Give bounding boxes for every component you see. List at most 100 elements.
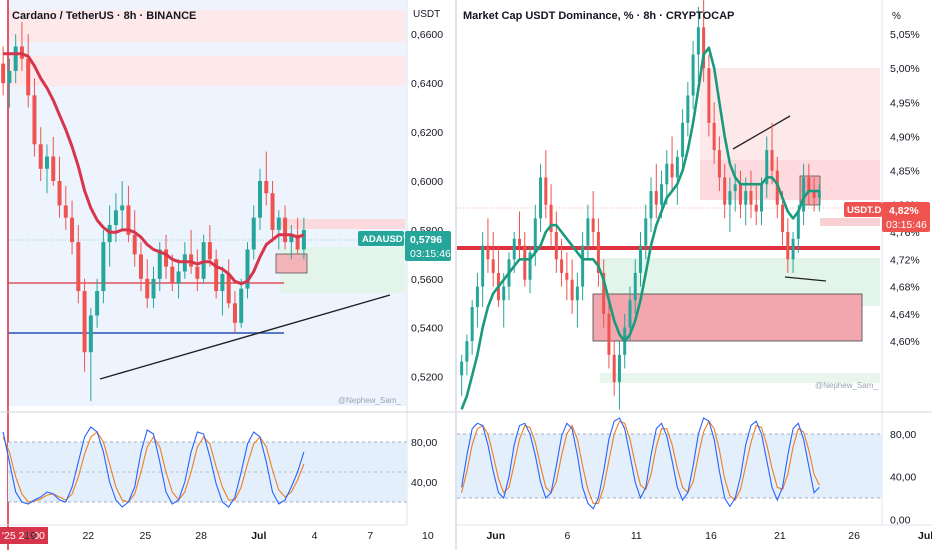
candle-body — [82, 291, 87, 353]
left-resistance-zone-top — [8, 10, 405, 42]
y-tick-label: 4,68% — [890, 282, 920, 294]
candle-body — [754, 204, 758, 212]
candle-body — [691, 54, 695, 96]
candle-body — [518, 238, 521, 246]
candle-body — [57, 180, 62, 206]
candle-body — [164, 249, 169, 267]
candle-body — [295, 234, 300, 250]
left-pane: Cardano / TetherUS · 8h · BINANCE @Nephe… — [1, 0, 407, 550]
right-stoch-band — [457, 434, 882, 498]
candle-body — [51, 156, 56, 181]
candle-body — [791, 238, 795, 260]
left-time-axis[interactable]: '25 21:00 19 22 25 28 Jul 4 7 10 — [0, 524, 434, 544]
left-y-ticks: 0,66000,64000,62000,60000,58000,56000,54… — [411, 29, 443, 384]
right-volume-box-large — [592, 293, 863, 342]
left-price-axis[interactable]: USDT 0,66000,64000,62000,60000,58000,560… — [358, 0, 451, 525]
candle-body — [702, 27, 706, 69]
candle-body — [707, 68, 711, 123]
left-chart-title: Cardano / TetherUS · 8h · BINANCE — [12, 10, 196, 22]
y-tick-label: 4,85% — [890, 166, 920, 178]
right-demand-zone-low — [600, 373, 880, 383]
candle-body — [770, 150, 774, 171]
candle-body — [723, 177, 727, 205]
candle-body — [633, 272, 637, 301]
candle-body — [712, 122, 716, 151]
candle-body — [575, 286, 579, 301]
y-tick-label: 5,05% — [890, 29, 920, 41]
candle-body — [214, 259, 219, 292]
candle-body — [88, 315, 93, 353]
x-tick-label: 16 — [705, 530, 717, 542]
candle-body — [481, 245, 485, 287]
candle-body — [570, 279, 574, 301]
right-time-axis[interactable]: Jun611162126Jul611 — [457, 524, 932, 542]
candle-body — [63, 205, 68, 218]
candle-body — [232, 303, 237, 323]
right-supply-zone-inner — [700, 160, 880, 200]
candle-body — [1, 63, 6, 84]
candle-body — [807, 177, 811, 192]
left-resistance-zone-upper — [8, 56, 405, 86]
y-tick-label: 4,95% — [890, 97, 920, 109]
candle-body — [802, 177, 806, 212]
candle-body — [744, 191, 748, 205]
x-tick-label: 28 — [195, 530, 207, 542]
right-price-axis[interactable]: % 5,05%5,00%4,95%4,90%4,85%4,80%4,76%4,7… — [844, 0, 930, 525]
left-symbol-tag — [358, 231, 404, 246]
x-tick-label: Jul — [918, 530, 932, 542]
candle-body — [796, 211, 800, 239]
y-tick-label: 5,00% — [890, 63, 920, 75]
candle-body — [226, 273, 231, 304]
right-stoch-pane: 80,00 40,00 0,00 — [457, 411, 932, 526]
candle-body — [512, 238, 516, 260]
candle-body — [528, 252, 532, 280]
right-watermark: @Nephew_Sam_ — [815, 381, 878, 390]
candle-body — [475, 286, 479, 308]
candle-body — [289, 234, 294, 243]
candle-body — [145, 278, 150, 299]
candle-body — [644, 218, 648, 246]
left-stoch-pane: 80,00 40,00 — [0, 411, 455, 508]
y-tick-label: 4,64% — [890, 309, 920, 321]
right-stoch-k-line — [461, 417, 820, 510]
candle-body — [781, 204, 785, 232]
candle-body — [170, 266, 175, 284]
left-supply-zone — [280, 219, 405, 229]
x-tick-label: 21 — [774, 530, 786, 542]
right-stoch-ticks: 80,00 40,00 0,00 — [890, 429, 916, 526]
left-countdown: 03:15:46 — [410, 248, 451, 260]
right-axis-unit: % — [892, 11, 901, 22]
candle-body — [460, 361, 464, 376]
candle-body — [581, 245, 585, 287]
candle-body — [276, 217, 281, 230]
candle-body — [612, 354, 616, 383]
candle-body — [491, 259, 495, 273]
candle-body — [660, 184, 664, 205]
right-symbol-tag-text: USDT.D — [847, 205, 881, 216]
candle-body — [486, 245, 490, 260]
right-last-price-tag — [882, 202, 930, 232]
x-tick-label: 25 — [140, 530, 152, 542]
candle-body — [639, 245, 642, 273]
pane-divider — [455, 0, 457, 550]
candle-body — [465, 341, 469, 362]
right-y-ticks: 5,05%5,00%4,95%4,90%4,85%4,80%4,76%4,72%… — [890, 29, 920, 348]
right-x-ticks: Jun611162126Jul611 — [486, 530, 932, 542]
candle-body — [38, 144, 43, 169]
candle-body — [628, 300, 632, 328]
left-last-price-value: 0,5796 — [410, 234, 442, 246]
candle-body — [523, 245, 527, 280]
candle-body — [176, 271, 181, 284]
left-cursor-label: '25 21:00 — [2, 530, 45, 542]
candle-body — [195, 266, 200, 279]
left-stoch-k-line — [2, 426, 305, 508]
candle-body — [101, 242, 106, 292]
candle-body — [554, 232, 558, 260]
x-tick-label: Jul — [251, 530, 266, 542]
candle-body — [138, 254, 143, 279]
candle-body — [533, 218, 537, 253]
candle-body — [76, 242, 81, 292]
candle-body — [32, 95, 37, 145]
candle-body — [270, 193, 275, 230]
